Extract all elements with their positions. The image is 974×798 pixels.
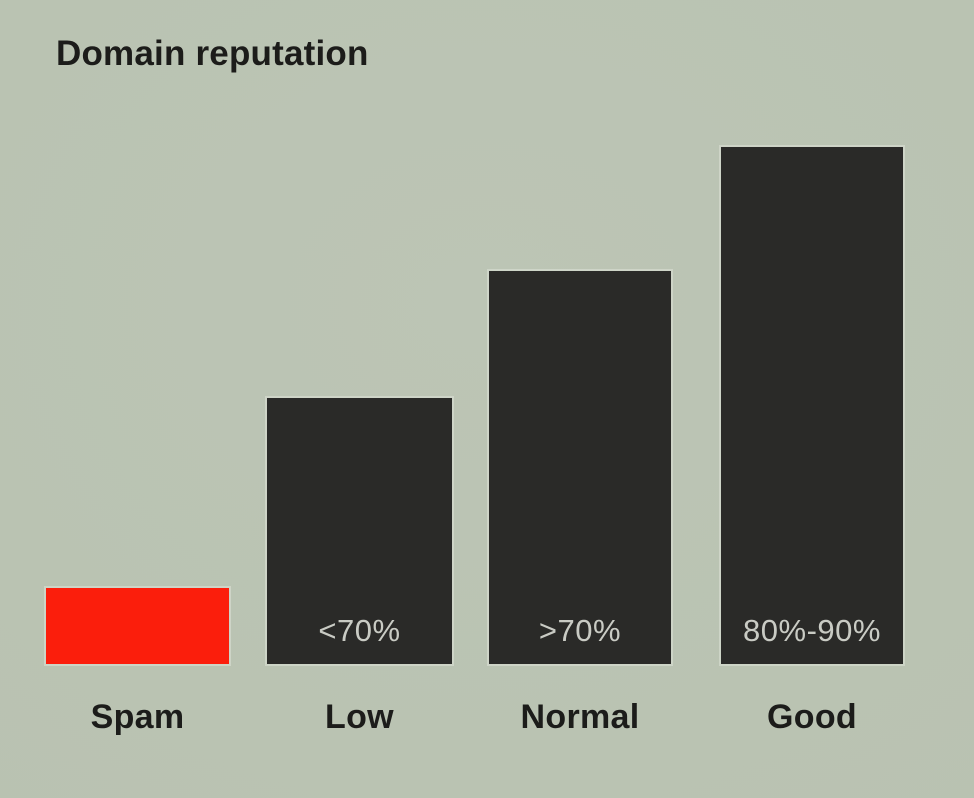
bar-normal: >70%	[489, 271, 671, 664]
category-label-good: Good	[767, 698, 857, 736]
bar-spam	[46, 588, 229, 664]
bar-value-label-normal: >70%	[538, 613, 622, 648]
bar-value-label-good: 80%-90%	[743, 613, 881, 648]
bar-value-label-low: <70%	[318, 613, 401, 648]
chart-title: Domain reputation	[56, 34, 369, 73]
plot-area: <70% >70% 80%-90%	[46, 147, 903, 664]
bar-good: 80%-90%	[721, 147, 903, 664]
category-label-normal: Normal	[520, 698, 640, 736]
category-label-spam: Spam	[90, 698, 185, 736]
category-label-low: Low	[325, 698, 394, 736]
bar-low: <70%	[267, 398, 452, 664]
